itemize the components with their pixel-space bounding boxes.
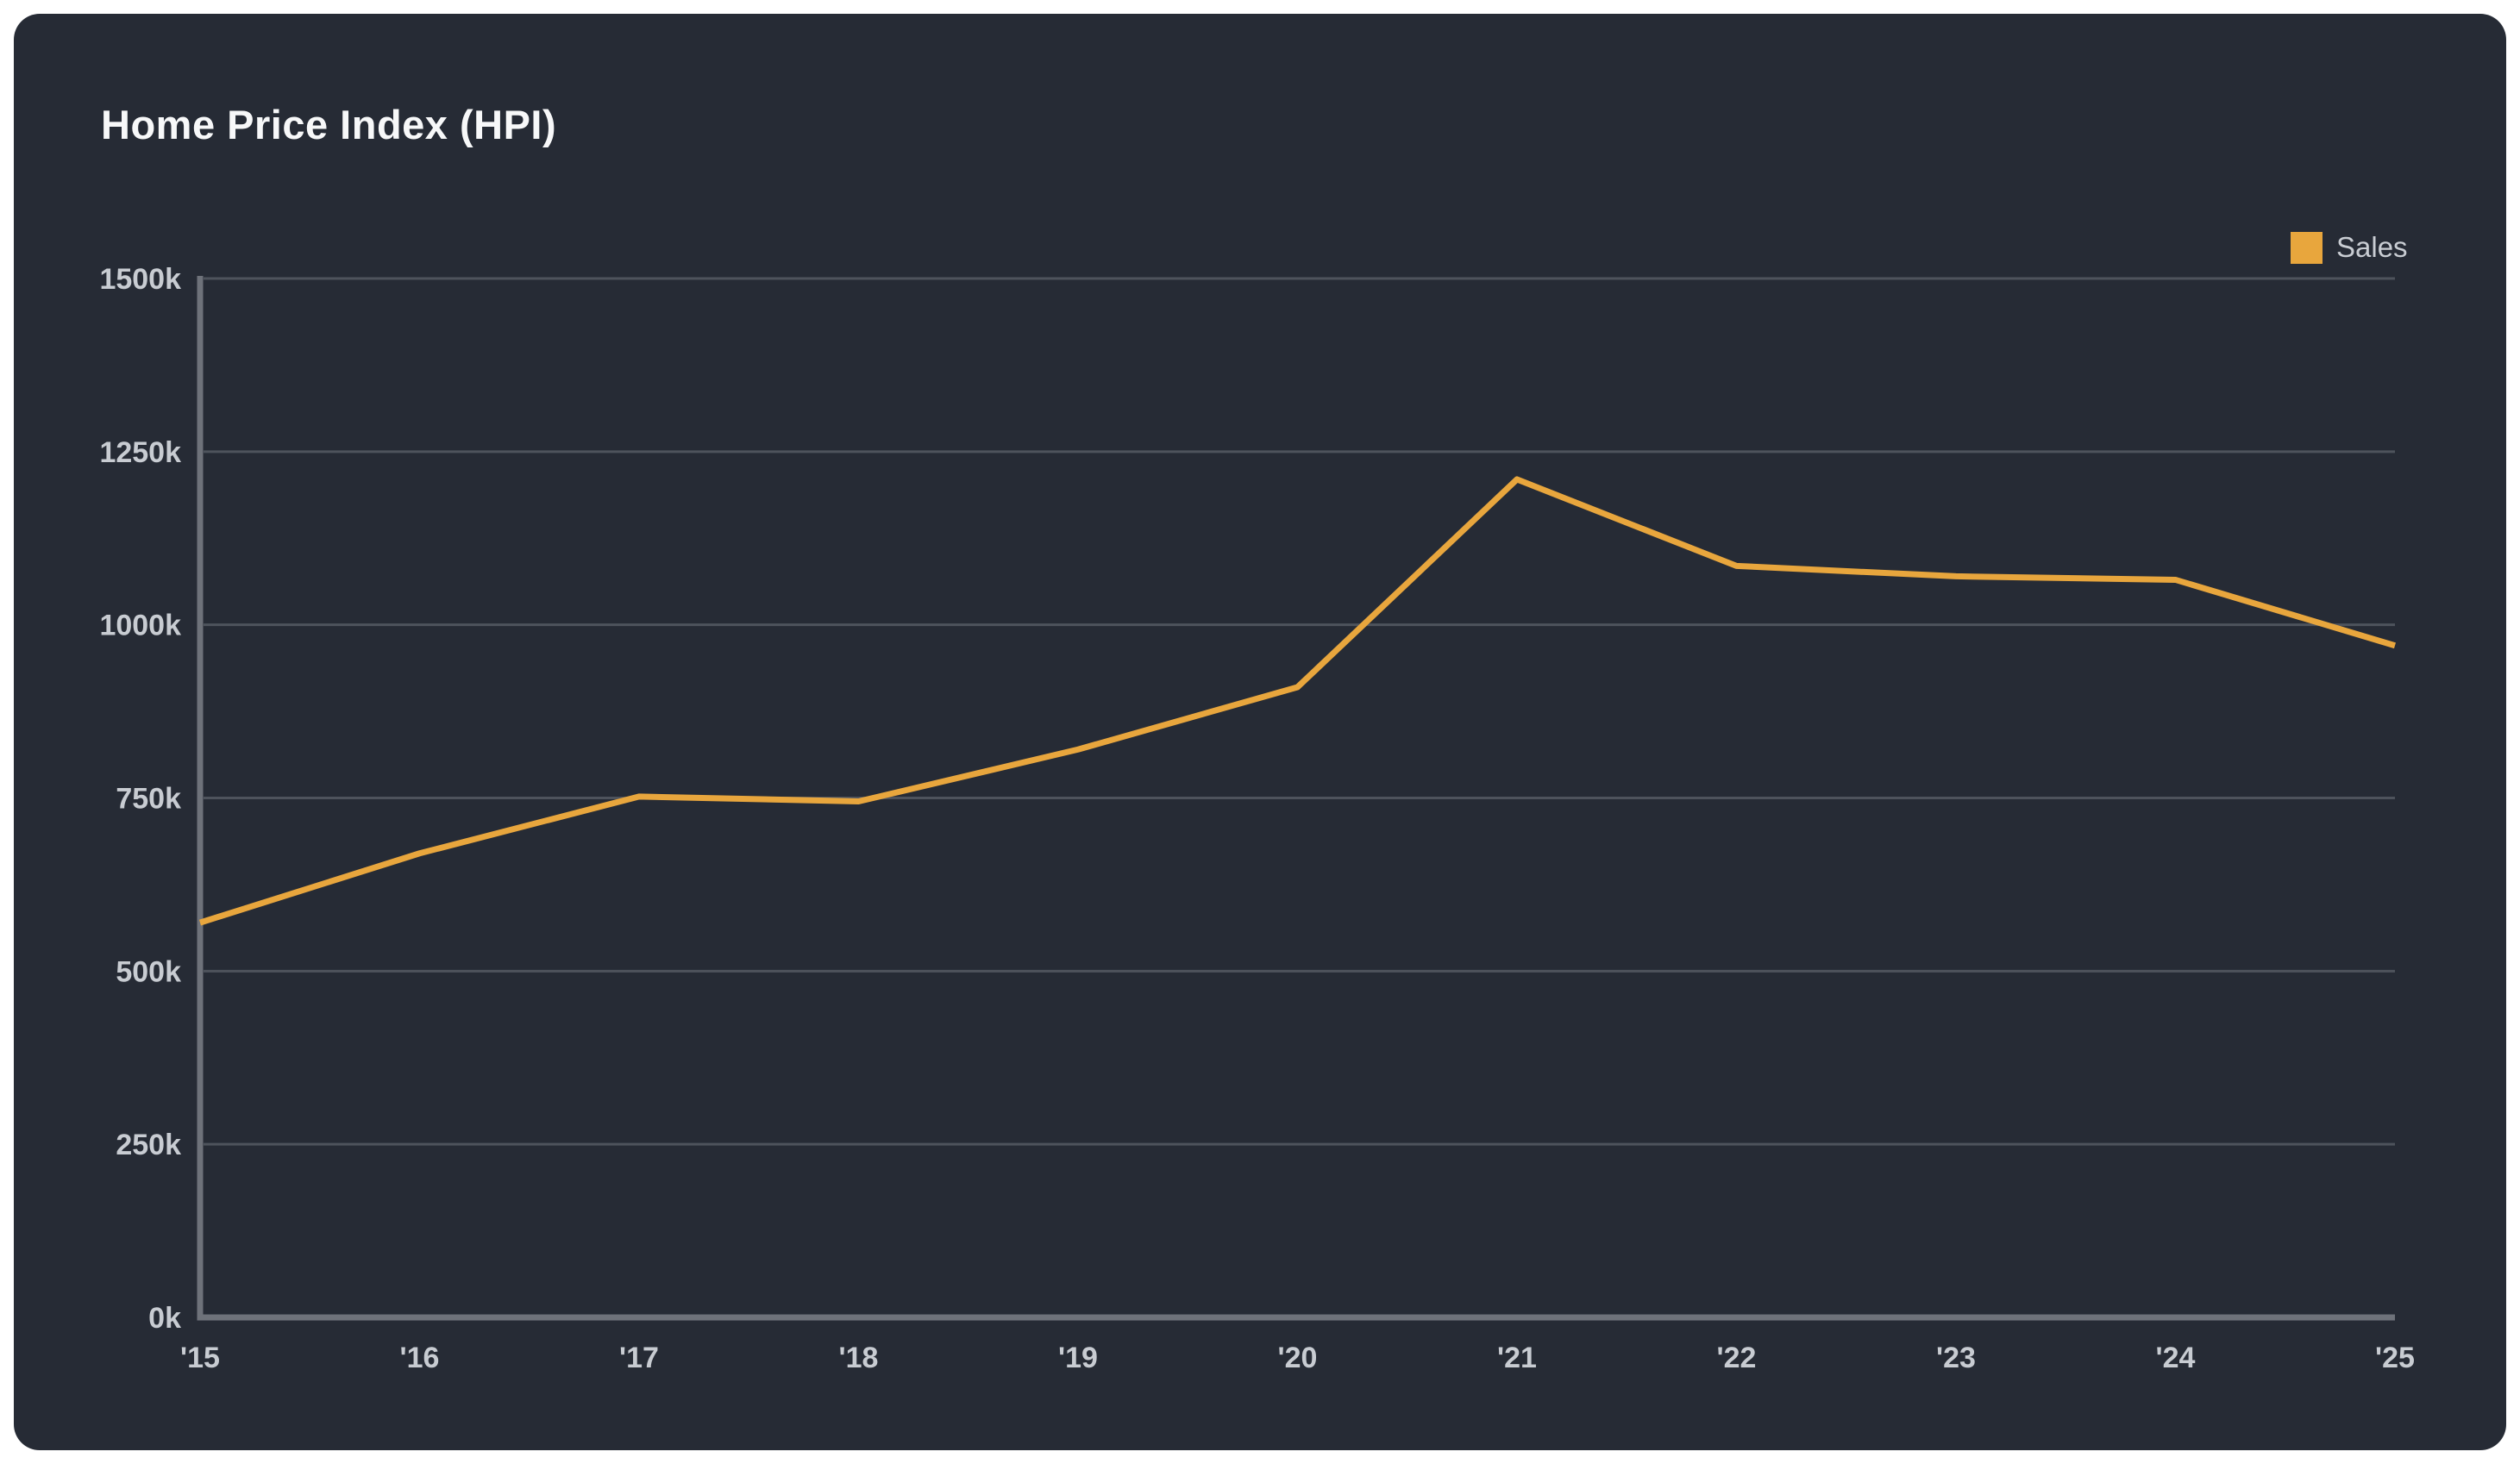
legend: Sales — [2291, 231, 2408, 264]
x-tick-label: '23 — [1936, 1342, 1976, 1374]
chart-title: Home Price Index (HPI) — [101, 102, 557, 147]
y-tick-label: 1250k — [99, 436, 181, 469]
x-tick-label: '16 — [400, 1342, 440, 1374]
y-tick-label: 750k — [116, 783, 181, 816]
line-chart: 0k 250k 500k 750k 1000k 1250k 1500k '15 '16 '17 '1… — [99, 263, 2415, 1374]
y-tick-label: 500k — [116, 955, 181, 988]
x-tick-label: '25 — [2375, 1342, 2415, 1374]
legend-item-sales[interactable]: Sales — [2291, 231, 2408, 264]
x-tick-label: '15 — [180, 1342, 220, 1374]
x-tick-label: '19 — [1058, 1342, 1098, 1374]
x-tick-label: '20 — [1278, 1342, 1318, 1374]
legend-label: Sales — [2336, 231, 2408, 263]
y-tick-label: 1000k — [99, 610, 181, 642]
x-tick-label: '21 — [1497, 1342, 1537, 1374]
hpi-chart-card: 0k 250k 500k 750k 1000k 1250k 1500k '15 '16 '17 '1… — [14, 14, 2506, 1450]
x-tick-label: '18 — [839, 1342, 879, 1374]
legend-swatch-icon — [2291, 231, 2323, 264]
x-tick-label: '22 — [1717, 1342, 1757, 1374]
x-tick-label: '17 — [619, 1342, 659, 1374]
y-tick-label: 250k — [116, 1129, 181, 1161]
series-line-sales — [198, 476, 2397, 926]
x-tick-label: '24 — [2156, 1342, 2196, 1374]
y-tick-label: 0k — [148, 1302, 181, 1335]
y-tick-label: 1500k — [99, 263, 181, 296]
